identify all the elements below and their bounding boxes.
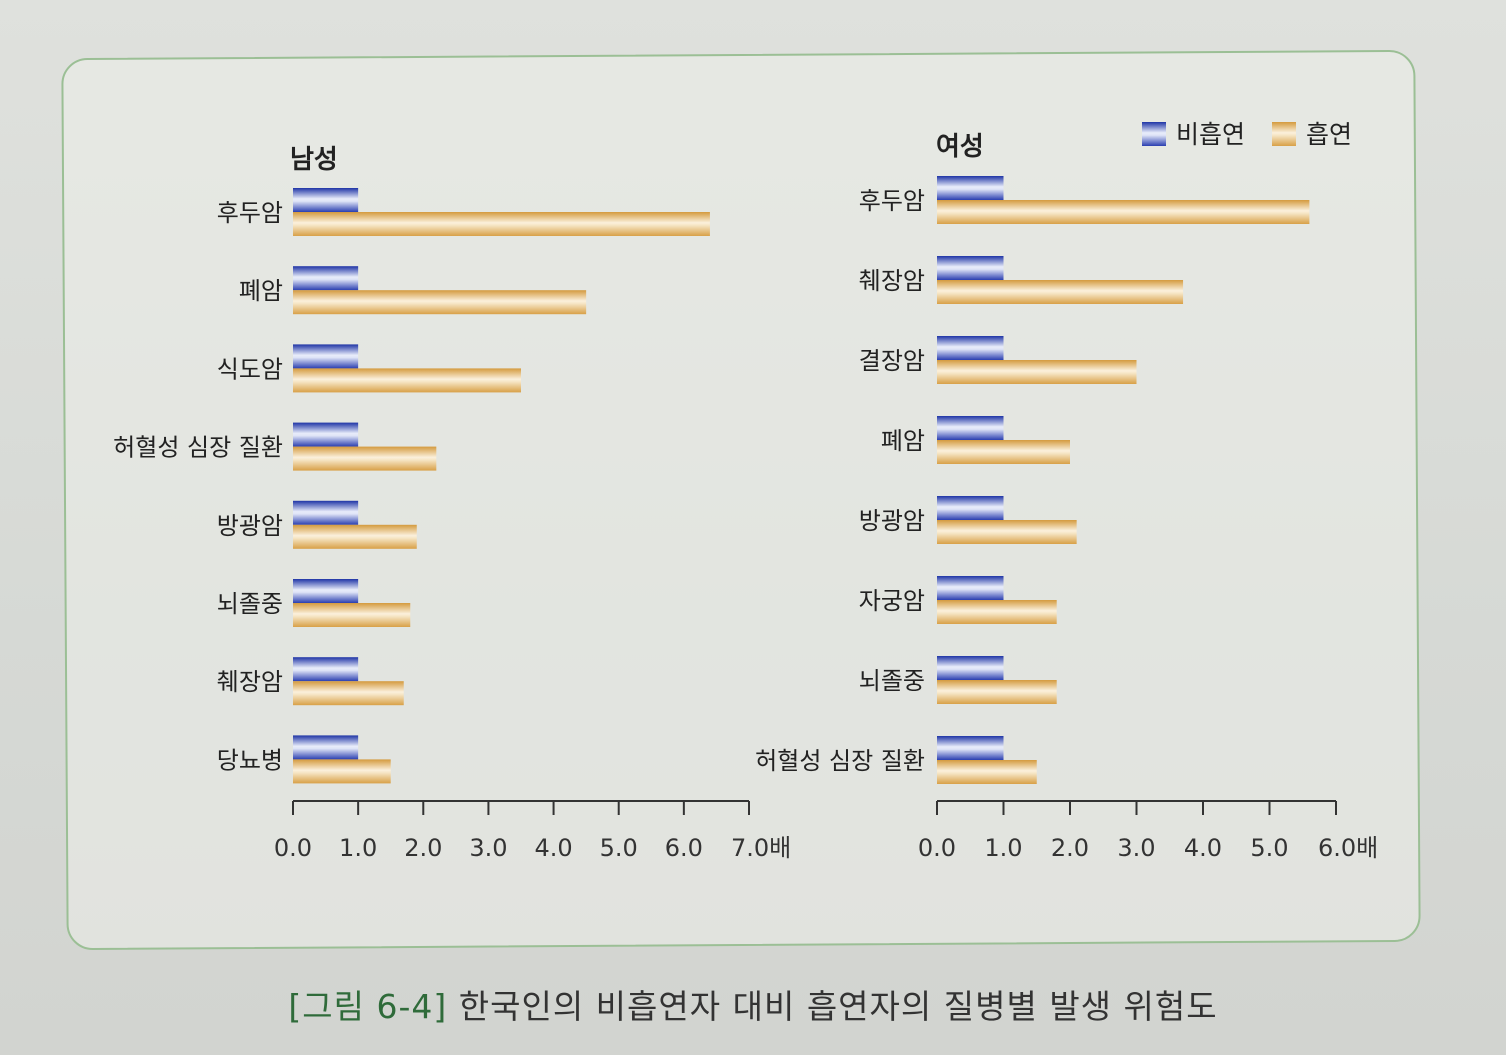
category-label: 식도암 <box>217 355 283 383</box>
legend-nonsmoker-swatch <box>1142 122 1166 146</box>
x-tick-label: 6.0 <box>665 834 703 862</box>
chart-title: 여성 <box>936 132 984 162</box>
bar-nonsmoker <box>937 256 1004 280</box>
bar-smoker <box>937 440 1070 464</box>
bar-smoker <box>293 368 521 393</box>
category-label: 자궁암 <box>859 587 925 615</box>
bar-smoker <box>293 759 391 784</box>
category-label: 췌장암 <box>217 668 283 696</box>
x-tick-label: 5.0 <box>600 834 638 862</box>
legend: 비흡연 흡연 <box>1142 120 1352 149</box>
category-label: 허혈성 심장 질환 <box>113 434 283 462</box>
x-tick-label: 3.0 <box>1117 834 1155 862</box>
x-tick-label: 0.0 <box>274 834 312 862</box>
legend-smoker-label: 흡연 <box>1306 120 1352 149</box>
bar-nonsmoker <box>937 736 1004 760</box>
bar-smoker <box>937 280 1184 304</box>
bar-nonsmoker <box>293 657 359 682</box>
x-tick-label: 1.0 <box>984 834 1022 862</box>
figure-caption: [그림 6-4] 한국인의 비흡연자 대비 흡연자의 질병별 발생 위험도 <box>0 980 1506 1028</box>
category-label: 후두암 <box>859 187 925 215</box>
bar-smoker <box>937 360 1137 384</box>
caption-label: [그림 6-4] <box>288 987 448 1026</box>
bar-smoker <box>293 212 710 236</box>
category-label: 뇌졸중 <box>217 590 283 618</box>
bar-nonsmoker <box>293 344 359 369</box>
x-tick-label: 2.0 <box>404 834 442 862</box>
caption-text: 한국인의 비흡연자 대비 흡연자의 질병별 발생 위험도 <box>458 987 1218 1026</box>
category-label: 방광암 <box>859 507 925 535</box>
bar-nonsmoker <box>293 500 359 525</box>
category-label: 폐암 <box>239 277 283 305</box>
x-tick-label: 6.0배 <box>1318 834 1378 862</box>
category-label: 허혈성 심장 질환 <box>755 747 925 775</box>
bar-smoker <box>937 520 1077 544</box>
bar-nonsmoker <box>293 735 359 760</box>
category-label: 췌장암 <box>859 267 925 295</box>
bar-nonsmoker <box>293 422 359 447</box>
category-label: 결장암 <box>859 347 925 375</box>
bar-smoker <box>937 680 1057 704</box>
bar-nonsmoker <box>937 336 1004 360</box>
bar-smoker <box>937 760 1037 784</box>
bar-nonsmoker <box>293 579 359 603</box>
bar-nonsmoker <box>937 176 1004 200</box>
x-tick-label: 3.0 <box>469 834 507 862</box>
bar-nonsmoker <box>937 576 1004 600</box>
category-label: 당뇨병 <box>217 746 283 774</box>
bar-smoker <box>293 603 411 627</box>
bar-smoker <box>937 200 1310 224</box>
bar-nonsmoker <box>293 266 359 291</box>
bar-smoker <box>937 600 1057 624</box>
bar-nonsmoker <box>937 496 1004 520</box>
x-tick-label: 4.0 <box>534 834 572 862</box>
bar-smoker <box>293 524 417 549</box>
bar-nonsmoker <box>937 416 1004 440</box>
x-tick-label: 4.0 <box>1184 834 1222 862</box>
x-tick-label: 1.0 <box>339 834 377 862</box>
legend-smoker-swatch <box>1272 122 1296 146</box>
bar-smoker <box>293 681 404 706</box>
chart-title: 남성 <box>290 145 338 175</box>
bar-smoker <box>293 290 587 315</box>
x-tick-label: 7.0배 <box>731 834 791 862</box>
category-label: 뇌졸중 <box>859 667 925 695</box>
x-tick-label: 5.0 <box>1250 834 1288 862</box>
bar-nonsmoker <box>293 188 359 212</box>
category-label: 폐암 <box>881 427 925 455</box>
category-label: 후두암 <box>217 199 283 227</box>
bar-nonsmoker <box>937 656 1004 680</box>
legend-nonsmoker-label: 비흡연 <box>1176 120 1245 149</box>
x-tick-label: 0.0 <box>918 834 956 862</box>
category-label: 방광암 <box>217 512 283 540</box>
bar-smoker <box>293 446 437 471</box>
x-tick-label: 2.0 <box>1051 834 1089 862</box>
